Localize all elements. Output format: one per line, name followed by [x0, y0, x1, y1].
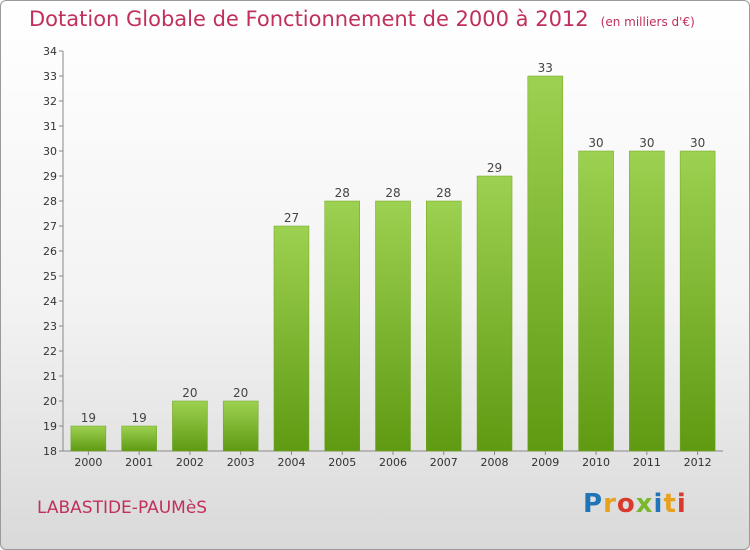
logo-letter: P	[583, 489, 604, 519]
commune-name: LABASTIDE-PAUMèS	[37, 498, 208, 518]
y-tick-label: 31	[43, 120, 57, 133]
bar-2005	[324, 200, 360, 452]
y-tick-label: 32	[43, 95, 57, 108]
y-tick-label: 28	[43, 195, 57, 208]
logo-letter: r	[603, 489, 617, 519]
data-label: 27	[284, 211, 299, 225]
data-label: 28	[385, 186, 400, 200]
data-label: 33	[538, 61, 553, 75]
logo-letter: t	[663, 489, 677, 519]
y-tick-label: 19	[43, 420, 57, 433]
title-text: Dotation Globale de Fonctionnement de 20…	[29, 7, 589, 31]
x-tick-label: 2012	[684, 456, 712, 469]
x-tick-label: 2006	[379, 456, 407, 469]
chart-title: Dotation Globale de Fonctionnement de 20…	[29, 7, 695, 31]
y-tick-label: 18	[43, 445, 57, 458]
axes: 18 19 20 21 22 23 24 25 26 27 28 29 30 31 32 33 34 2000 20…	[43, 45, 723, 469]
x-tick-label: 2003	[227, 456, 255, 469]
logo-letter: i	[653, 489, 664, 519]
y-tick-label: 27	[43, 220, 57, 233]
x-tick-label: 2000	[74, 456, 102, 469]
x-tick-label: 2010	[582, 456, 610, 469]
data-label: 20	[233, 386, 248, 400]
bars	[70, 75, 716, 452]
data-label: 19	[132, 411, 147, 425]
y-tick-label: 20	[43, 395, 57, 408]
data-label: 29	[487, 161, 502, 175]
logo-letter: x	[635, 489, 654, 519]
x-tick-label: 2004	[277, 456, 305, 469]
bar-2009	[527, 75, 564, 452]
y-tick-label: 34	[43, 45, 57, 58]
y-tick-label: 23	[43, 320, 57, 333]
logo-letter: i	[676, 489, 687, 519]
bar-2011	[629, 150, 665, 452]
x-tick-label: 2011	[633, 456, 661, 469]
bar-2003	[222, 400, 259, 452]
bar-2007	[426, 200, 462, 452]
bar-2008	[476, 175, 513, 452]
logo-letter: o	[616, 489, 636, 519]
y-tick-label: 24	[43, 295, 57, 308]
data-label: 19	[81, 411, 96, 425]
x-tick-label: 2002	[176, 456, 204, 469]
x-tick-label: 2001	[125, 456, 153, 469]
bar-2001	[121, 425, 157, 452]
data-label: 30	[690, 136, 705, 150]
bar-2004	[273, 225, 310, 452]
data-label: 20	[182, 386, 197, 400]
data-label: 30	[639, 136, 654, 150]
title-unit: (en milliers d'€)	[600, 15, 695, 29]
data-labels: 19 19 20 20 27 28 28 28 29 33 30 30 30	[81, 61, 706, 425]
x-tick-label: 2009	[531, 456, 559, 469]
bar-2002	[172, 400, 208, 452]
bar-2006	[375, 200, 411, 452]
x-tick-label: 2008	[481, 456, 509, 469]
x-tick-label: 2005	[328, 456, 356, 469]
x-tick-label: 2007	[430, 456, 458, 469]
y-tick-label: 22	[43, 345, 57, 358]
data-label: 30	[588, 136, 603, 150]
bar-2010	[578, 150, 614, 452]
proxiti-logo: Proxiti	[583, 489, 687, 519]
y-tick-label: 29	[43, 170, 57, 183]
y-tick-label: 33	[43, 70, 57, 83]
y-tick-label: 25	[43, 270, 57, 283]
data-label: 28	[335, 186, 350, 200]
bar-2000	[70, 425, 107, 452]
y-tick-label: 21	[43, 370, 57, 383]
y-tick-label: 30	[43, 145, 57, 158]
y-tick-label: 26	[43, 245, 57, 258]
data-label: 28	[436, 186, 451, 200]
bar-2012	[679, 150, 716, 452]
